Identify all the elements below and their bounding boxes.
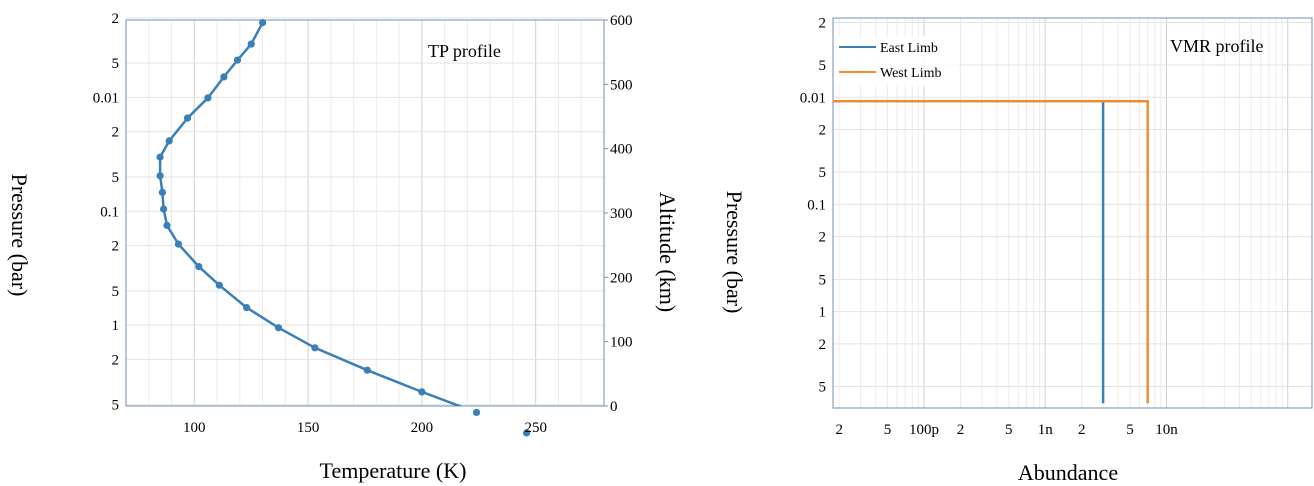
vmr-x-axis-title: Abundance xyxy=(1018,460,1118,485)
tp-profile-point xyxy=(247,40,255,48)
tp-series xyxy=(156,19,531,437)
tp-y-tick-label: 2 xyxy=(112,239,120,255)
tp-y-tick-label: 2 xyxy=(112,125,120,141)
tp-grid xyxy=(126,17,604,406)
tp-y2-tick-label: 100 xyxy=(610,335,633,351)
tp-profile-point xyxy=(259,19,267,27)
vmr-y-tick-label: 0.1 xyxy=(807,197,826,213)
tp-profile-point xyxy=(418,388,426,396)
legend-label-east-limb: East Limb xyxy=(880,41,938,56)
tp-y-tick-labels: 2 5 0.01 2 5 0.1 2 5 1 2 5 xyxy=(93,11,119,414)
vmr-x-tick-label: 5 xyxy=(1126,422,1134,438)
vmr-y-tick-labels: 2 5 0.01 2 5 0.1 2 5 1 2 5 xyxy=(800,15,826,395)
tp-y-tick-label: 5 xyxy=(112,284,120,300)
tp-profile-point xyxy=(158,188,166,196)
vmr-x-tick-label: 5 xyxy=(884,422,892,438)
vmr-x-tick-label: 5 xyxy=(1005,422,1013,438)
tp-x-tick-label: 100 xyxy=(183,420,206,436)
tp-profile-line xyxy=(158,20,464,406)
tp-y-tick-label: 0.01 xyxy=(93,90,119,106)
tp-profile-point xyxy=(163,221,171,229)
tp-y-axis-title: Pressure (bar) xyxy=(7,174,32,297)
tp-profile-point xyxy=(160,205,168,213)
tp-profile-point xyxy=(156,153,164,161)
vmr-legend: East Limb West Limb xyxy=(835,36,959,86)
tp-y2-tick-label: 200 xyxy=(610,270,633,286)
tp-profile-point xyxy=(204,94,212,102)
vmr-y-tick-label: 0.01 xyxy=(800,90,826,106)
vmr-annotation: VMR profile xyxy=(1170,36,1264,56)
tp-y2-tick-label: 0 xyxy=(610,399,618,415)
tp-profile-point xyxy=(243,304,251,312)
vmr-y-tick-label: 1 xyxy=(819,305,827,321)
tp-y-tick-label: 2 xyxy=(112,352,120,368)
vmr-y-tick-label: 2 xyxy=(819,123,827,139)
tp-profile-chart: 100 150 200 250 2 5 0.01 2 5 0.1 2 5 1 2 5 0 100 200 300… xyxy=(7,11,680,483)
tp-profile-point xyxy=(523,429,531,437)
tp-profile-point xyxy=(183,114,192,122)
tp-profile-point xyxy=(215,281,223,289)
tp-y-tick-label: 1 xyxy=(112,318,120,334)
vmr-line-west-limb xyxy=(833,100,1149,404)
vmr-x-tick-label: 2 xyxy=(957,422,965,438)
tp-y-tick-label: 2 xyxy=(112,11,120,27)
tp-profile-point xyxy=(233,56,242,64)
tp-x-tick-label: 150 xyxy=(297,420,320,436)
vmr-profile-chart: 2 5 100p 2 5 1n 2 5 10n 2 5 0.01 2 5 0.1 2 5 1 2 5 VMR pro… xyxy=(722,15,1313,485)
tp-profile-point xyxy=(274,324,283,332)
tp-x-tick-labels: 100 150 200 250 xyxy=(183,420,547,436)
vmr-y-tick-label: 5 xyxy=(819,379,827,395)
tp-profile-point xyxy=(220,73,228,81)
vmr-x-tick-label: 100p xyxy=(909,422,939,438)
tp-x-tick-label: 200 xyxy=(411,420,434,436)
tp-profile-point xyxy=(195,263,203,271)
tp-y-tick-label: 5 xyxy=(112,398,120,414)
tp-plot-frame xyxy=(125,19,605,407)
vmr-line-east-limb xyxy=(833,100,1105,404)
vmr-y-axis-title: Pressure (bar) xyxy=(722,191,747,314)
tp-y2-tick-label: 300 xyxy=(610,206,633,222)
tp-profile-point xyxy=(174,240,182,248)
tp-y2-tick-label: 400 xyxy=(610,142,633,158)
tp-profile-point xyxy=(363,366,371,374)
tp-profile-point xyxy=(156,172,164,180)
tp-y2-tick-label: 500 xyxy=(610,77,633,93)
tp-profile-point xyxy=(165,137,173,145)
tp-y-tick-label: 5 xyxy=(112,170,120,186)
vmr-y-tick-label: 5 xyxy=(819,272,827,288)
vmr-y-tick-label: 2 xyxy=(819,15,827,31)
vmr-x-tick-label: 2 xyxy=(1078,422,1086,438)
tp-profile-point xyxy=(311,344,319,352)
tp-profile-point xyxy=(472,408,481,416)
vmr-x-tick-labels: 2 5 100p 2 5 1n 2 5 10n xyxy=(835,422,1178,438)
vmr-y-tick-label: 5 xyxy=(819,165,827,181)
legend-label-west-limb: West Limb xyxy=(880,66,941,81)
legend-box xyxy=(835,36,959,86)
tp-y2-tick-label: 600 xyxy=(610,13,633,29)
vmr-x-tick-label: 2 xyxy=(835,422,843,438)
tp-annotation: TP profile xyxy=(428,41,501,61)
vmr-series xyxy=(833,100,1149,404)
tp-y-tick-label: 5 xyxy=(112,56,120,72)
vmr-y-tick-label: 5 xyxy=(819,58,827,74)
tp-y-tick-label: 0.1 xyxy=(100,204,119,220)
tp-y2-axis-title: Altitude (km) xyxy=(655,192,680,312)
vmr-x-tick-label: 10n xyxy=(1155,422,1178,438)
tp-y2-tick-labels: 0 100 200 300 400 500 600 xyxy=(604,13,633,415)
vmr-plot-frame xyxy=(832,17,1313,409)
tp-x-tick-label: 250 xyxy=(524,420,547,436)
vmr-x-tick-label: 1n xyxy=(1038,422,1054,438)
vmr-y-tick-label: 2 xyxy=(819,230,827,246)
tp-x-axis-title: Temperature (K) xyxy=(320,458,467,483)
vmr-y-tick-label: 2 xyxy=(819,337,827,353)
